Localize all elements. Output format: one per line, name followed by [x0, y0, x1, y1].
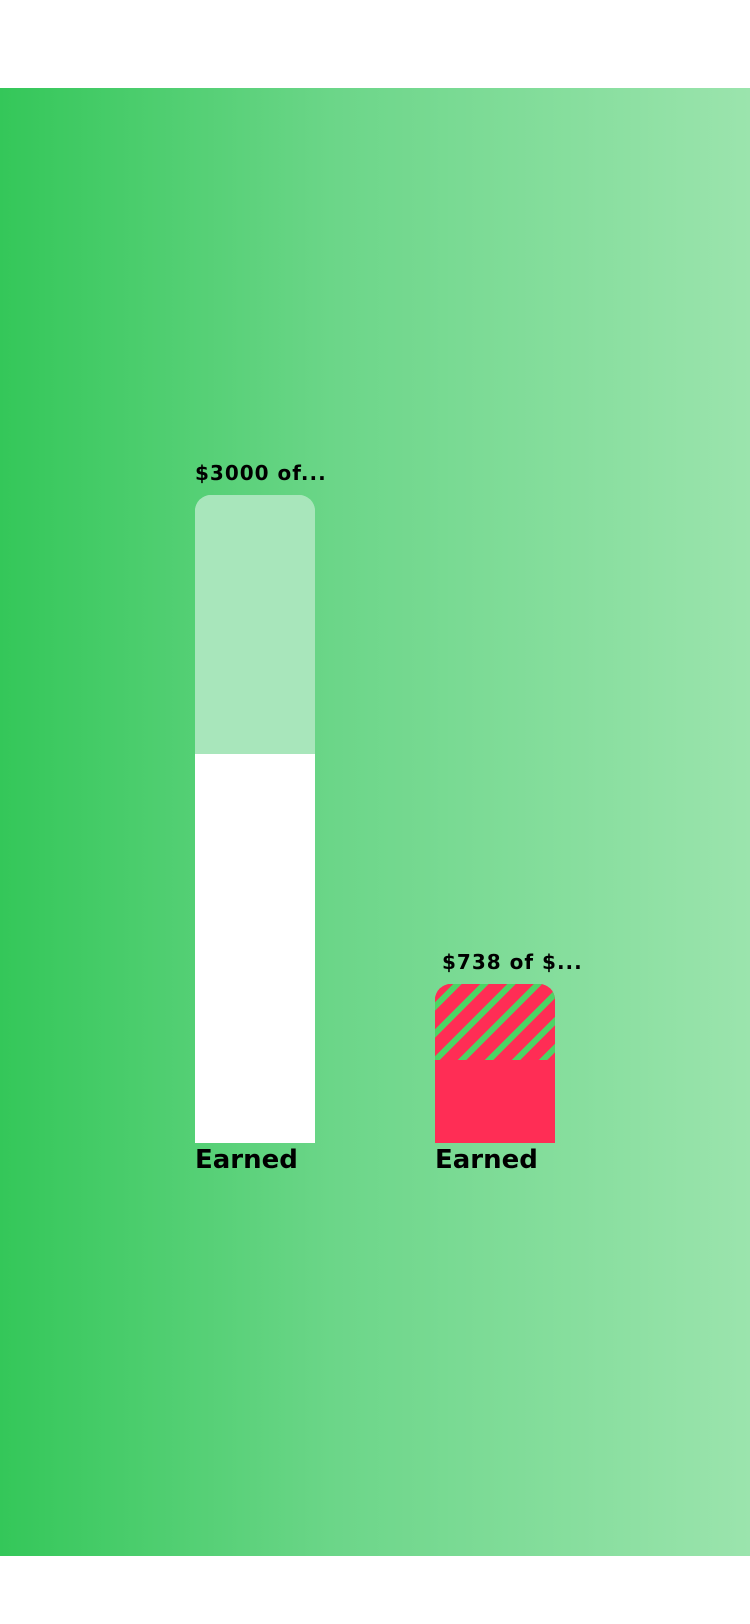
bar-remaining [195, 495, 315, 754]
bar-value-label: $3000 of... [195, 461, 327, 485]
bar-category-label: Earned [435, 1145, 538, 1175]
bar-track [435, 984, 555, 1143]
bar-value-label: $738 of $... [442, 950, 583, 974]
bar-earned-fill [195, 754, 315, 1143]
bar-track [195, 495, 315, 1143]
bar-remaining-hatched [435, 984, 555, 1060]
bar-category-label: Earned [195, 1145, 298, 1175]
chart-background: $3000 of... Earned $738 of $... Earned [0, 88, 750, 1556]
bar-earned-fill [435, 1060, 555, 1143]
